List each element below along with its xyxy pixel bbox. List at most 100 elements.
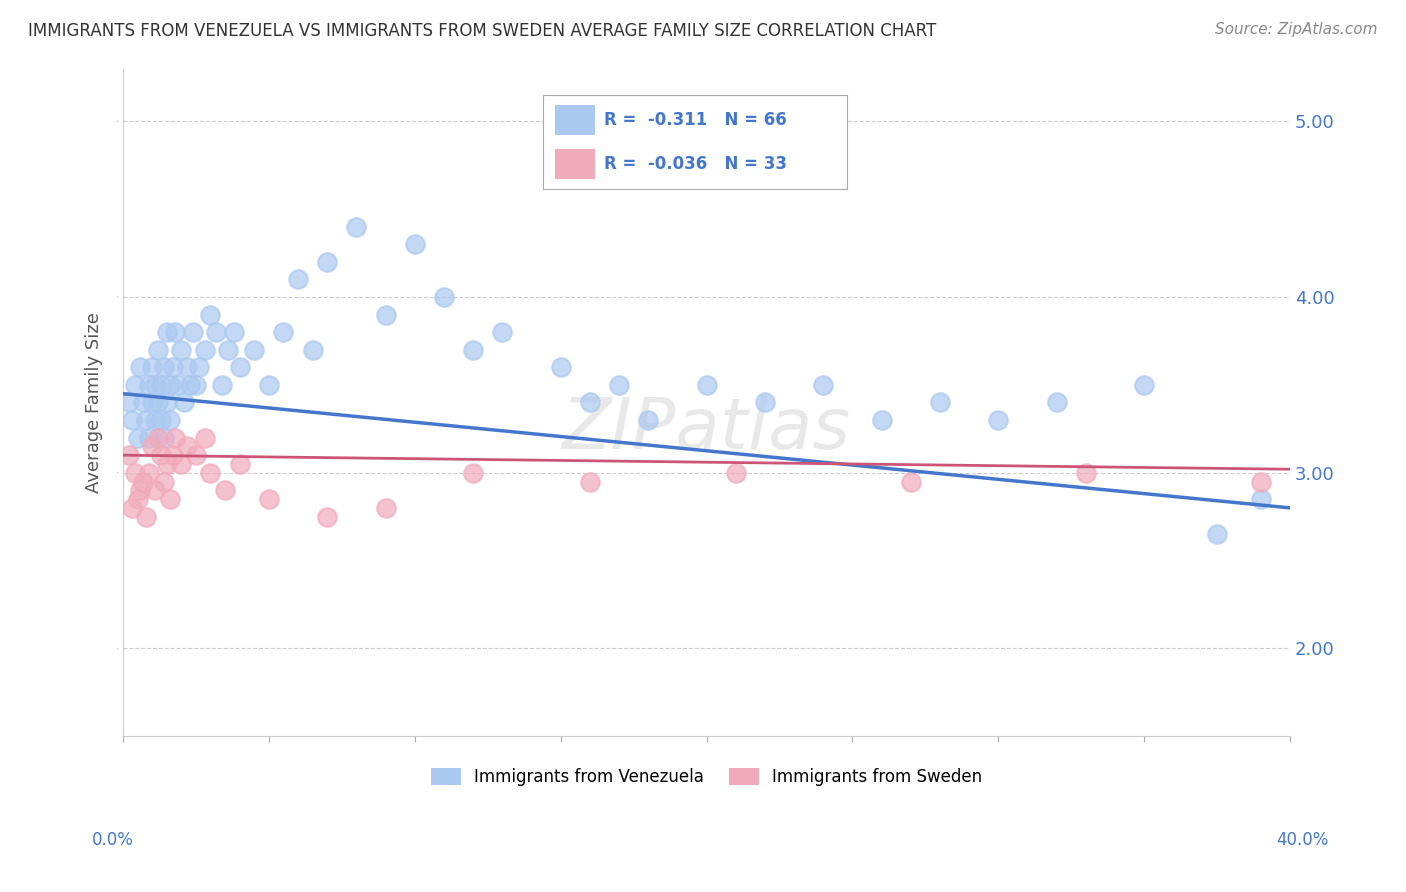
Point	[138, 431, 160, 445]
Text: 0.0%: 0.0%	[91, 831, 134, 849]
Point	[146, 395, 169, 409]
Point	[149, 377, 172, 392]
Text: IMMIGRANTS FROM VENEZUELA VS IMMIGRANTS FROM SWEDEN AVERAGE FAMILY SIZE CORRELAT: IMMIGRANTS FROM VENEZUELA VS IMMIGRANTS …	[28, 22, 936, 40]
Point	[184, 377, 207, 392]
Point	[222, 325, 245, 339]
Point	[257, 492, 280, 507]
Point	[141, 360, 163, 375]
Point	[162, 360, 184, 375]
Point	[987, 413, 1010, 427]
Point	[217, 343, 239, 357]
Point	[173, 395, 195, 409]
Point	[152, 475, 174, 489]
Point	[124, 466, 146, 480]
Point	[124, 377, 146, 392]
Point	[121, 500, 143, 515]
Point	[149, 448, 172, 462]
Point	[578, 475, 600, 489]
Point	[200, 466, 222, 480]
Point	[1074, 466, 1097, 480]
Point	[129, 360, 152, 375]
Point	[129, 483, 152, 498]
Legend: Immigrants from Venezuela, Immigrants from Sweden: Immigrants from Venezuela, Immigrants fr…	[422, 760, 991, 795]
Point	[165, 431, 187, 445]
Point	[135, 413, 157, 427]
Point	[135, 509, 157, 524]
Point	[205, 325, 228, 339]
Point	[257, 377, 280, 392]
Point	[214, 483, 236, 498]
Point	[273, 325, 295, 339]
Point	[141, 395, 163, 409]
Point	[550, 360, 572, 375]
Point	[870, 413, 893, 427]
Point	[194, 343, 217, 357]
Point	[461, 343, 484, 357]
Point	[181, 325, 204, 339]
Point	[1133, 377, 1156, 392]
Point	[404, 237, 426, 252]
Point	[243, 343, 266, 357]
Point	[152, 431, 174, 445]
Point	[170, 457, 193, 471]
Point	[118, 395, 141, 409]
Point	[156, 457, 179, 471]
Point	[159, 377, 181, 392]
Point	[813, 377, 835, 392]
Point	[141, 439, 163, 453]
Point	[228, 457, 250, 471]
Point	[637, 413, 659, 427]
Point	[900, 475, 922, 489]
Point	[132, 475, 155, 489]
Point	[433, 290, 456, 304]
Point	[184, 448, 207, 462]
Point	[754, 395, 776, 409]
Text: 40.0%: 40.0%	[1277, 831, 1329, 849]
Text: ZIPatlas: ZIPatlas	[562, 394, 851, 464]
Point	[1206, 527, 1229, 541]
Point	[696, 377, 718, 392]
Point	[143, 413, 166, 427]
Point	[578, 395, 600, 409]
Point	[165, 325, 187, 339]
Point	[607, 377, 630, 392]
Point	[167, 377, 190, 392]
Point	[344, 219, 367, 234]
Point	[156, 325, 179, 339]
Point	[159, 492, 181, 507]
Point	[162, 448, 184, 462]
Point	[138, 377, 160, 392]
Point	[127, 431, 149, 445]
Point	[156, 395, 179, 409]
Point	[461, 466, 484, 480]
Point	[1250, 492, 1272, 507]
Point	[374, 500, 396, 515]
Point	[176, 439, 198, 453]
Point	[176, 360, 198, 375]
Point	[200, 308, 222, 322]
Point	[491, 325, 513, 339]
Point	[149, 413, 172, 427]
Point	[152, 360, 174, 375]
Point	[1250, 475, 1272, 489]
Point	[179, 377, 201, 392]
Point	[132, 395, 155, 409]
Point	[316, 509, 339, 524]
Y-axis label: Average Family Size: Average Family Size	[86, 312, 103, 493]
Point	[929, 395, 952, 409]
Text: Source: ZipAtlas.com: Source: ZipAtlas.com	[1215, 22, 1378, 37]
Point	[143, 377, 166, 392]
Point	[138, 466, 160, 480]
Point	[301, 343, 323, 357]
Point	[146, 431, 169, 445]
Point	[194, 431, 217, 445]
Point	[127, 492, 149, 507]
Point	[146, 343, 169, 357]
Point	[121, 413, 143, 427]
Point	[159, 413, 181, 427]
Point	[143, 483, 166, 498]
Point	[211, 377, 233, 392]
Point	[1046, 395, 1069, 409]
Point	[316, 255, 339, 269]
Point	[228, 360, 250, 375]
